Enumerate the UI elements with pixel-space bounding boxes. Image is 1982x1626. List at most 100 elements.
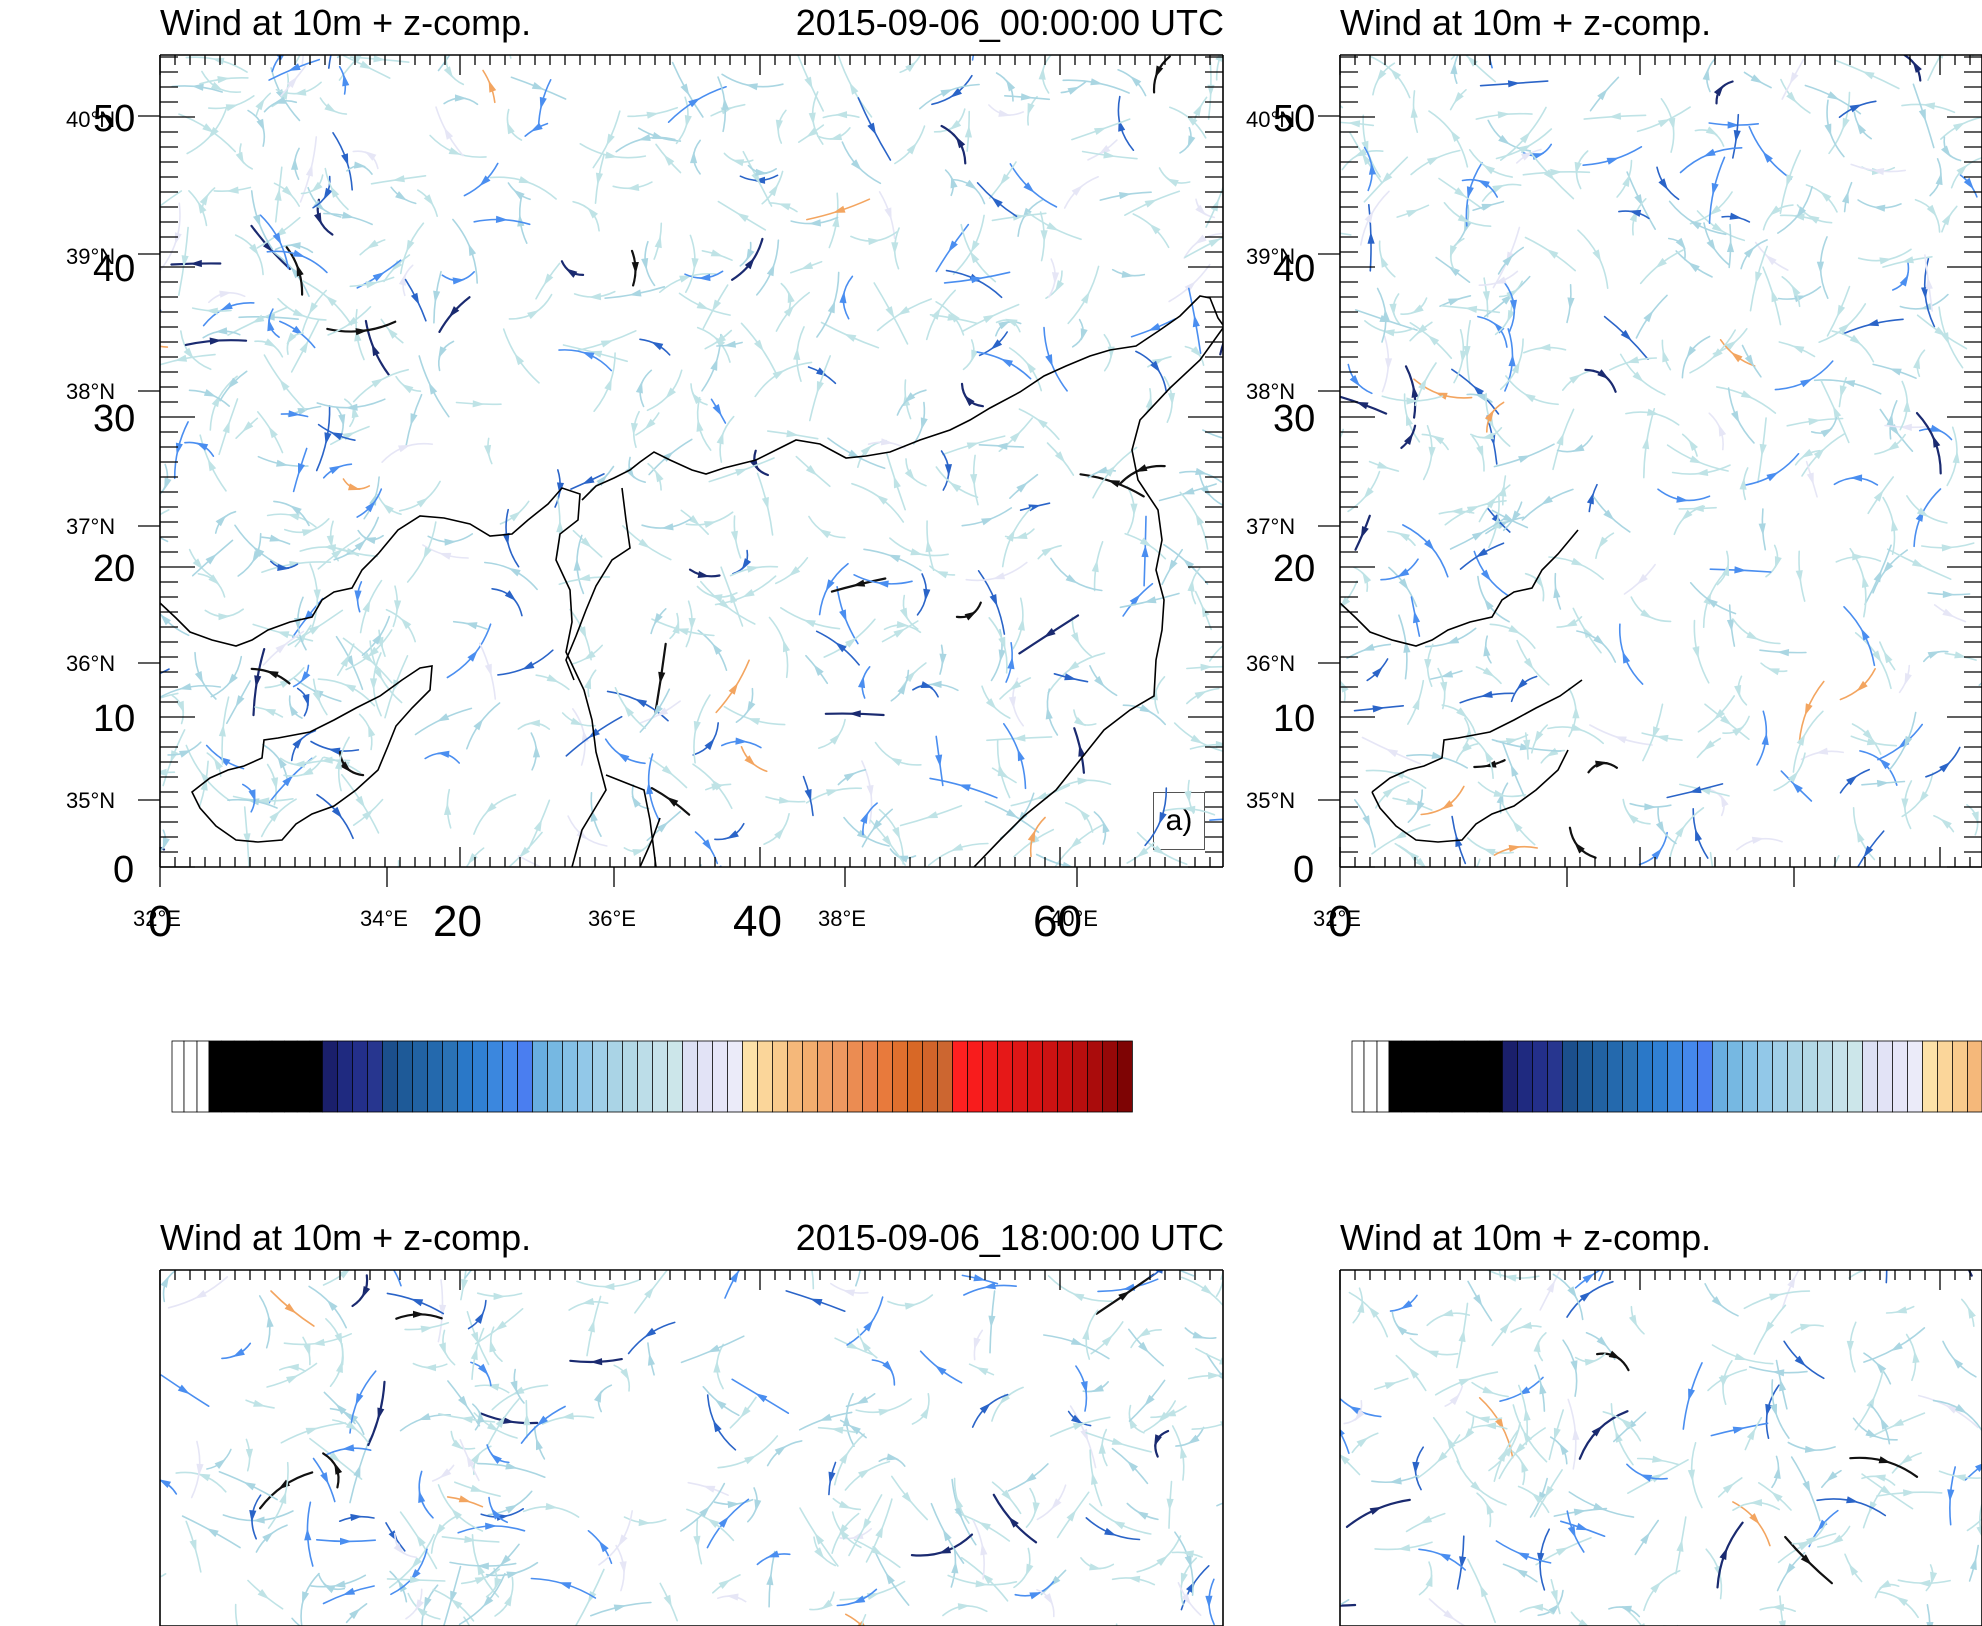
streamline <box>1441 704 1477 734</box>
colorbar-swatch <box>1862 1040 1878 1113</box>
streamline-arrow <box>1187 135 1196 148</box>
streamline-arrow <box>772 370 785 380</box>
streamline-arrow <box>950 843 964 851</box>
streamline-arrow <box>1145 395 1153 409</box>
streamline <box>1047 652 1106 694</box>
streamline <box>1345 1498 1411 1528</box>
streamline-arrow <box>287 76 298 88</box>
streamline <box>1748 126 1792 180</box>
streamline-arrow <box>816 381 824 394</box>
lat-label: 40°N <box>1246 107 1296 132</box>
streamline-arrow <box>742 589 755 598</box>
streamline-arrow <box>436 713 450 722</box>
streamline-arrow <box>775 119 783 132</box>
streamline-arrow <box>632 849 645 856</box>
streamline <box>1566 1280 1614 1318</box>
streamline <box>160 846 166 851</box>
streamline <box>1009 163 1058 208</box>
streamline-arrow <box>663 1594 672 1608</box>
streamline-arrow <box>730 530 738 544</box>
streamline-arrow <box>991 197 1003 208</box>
streamline-arrow <box>955 136 966 149</box>
streamline <box>1340 232 1352 236</box>
streamline-arrow <box>326 1299 338 1311</box>
streamline <box>590 1601 652 1617</box>
streamline <box>1852 807 1876 861</box>
streamline-arrow <box>242 421 254 433</box>
streamline-arrow <box>1168 392 1176 406</box>
streamline <box>483 1270 485 1271</box>
streamline-arrow <box>1482 164 1495 175</box>
panel-c-title-left: Wind at 10m + z-comp. <box>160 1217 532 1258</box>
streamline-arrow <box>1103 151 1116 159</box>
colorbar <box>1351 1040 1982 1113</box>
streamline <box>1704 1283 1739 1317</box>
streamline-arrow <box>245 1448 253 1461</box>
streamline-arrow <box>653 613 663 626</box>
colorbar-swatch <box>997 1040 1013 1113</box>
colorbar-swatch <box>817 1040 833 1113</box>
streamline-arrow <box>527 310 540 320</box>
streamline-arrow <box>661 523 674 531</box>
streamline-arrow <box>418 1413 431 1421</box>
streamline <box>1635 294 1668 339</box>
streamline-arrow <box>870 1546 883 1556</box>
streamline-arrow <box>1866 319 1879 327</box>
streamline <box>1839 768 1870 794</box>
streamline <box>1389 1294 1418 1312</box>
coastline <box>1340 529 1579 647</box>
streamline-arrow <box>1119 192 1132 200</box>
streamline-arrow <box>1553 1427 1561 1441</box>
streamline-arrow <box>950 175 958 189</box>
streamline <box>823 618 876 658</box>
streamline-arrow <box>654 235 662 249</box>
streamline-arrow <box>1873 489 1884 502</box>
streamline-arrow <box>1166 1498 1174 1511</box>
streamline-arrow <box>1104 1527 1117 1536</box>
streamline-arrow <box>170 750 179 763</box>
streamline-arrow <box>735 737 748 745</box>
streamline-arrow <box>920 681 934 688</box>
streamline-arrow <box>1856 830 1865 843</box>
streamline-arrow <box>1471 531 1485 541</box>
streamline <box>1780 78 1811 114</box>
streamline-arrow <box>1882 561 1894 574</box>
streamline <box>1642 703 1664 762</box>
streamline-arrow <box>1770 1403 1777 1417</box>
streamline-arrow <box>1586 492 1594 505</box>
streamline <box>1776 1551 1806 1592</box>
streamline-arrow <box>1620 329 1632 341</box>
streamline <box>1067 265 1100 325</box>
streamline <box>1619 353 1666 396</box>
streamline-arrow <box>690 873 702 881</box>
streamline-arrow <box>1382 308 1390 321</box>
streamline-arrow <box>755 1393 768 1403</box>
colorbar-swatch <box>1388 1040 1403 1113</box>
streamline-arrow <box>1788 771 1799 783</box>
streamline-arrow <box>1508 354 1516 367</box>
streamline-arrow <box>183 347 194 360</box>
streamline-arrow <box>885 1572 895 1585</box>
streamline-arrow <box>272 232 282 245</box>
streamline-arrow <box>939 653 947 666</box>
streamline-arrow <box>1208 238 1221 247</box>
streamline <box>1135 350 1168 394</box>
streamline-arrow <box>296 263 304 277</box>
streamline-arrow <box>1751 836 1765 844</box>
streamline-arrow <box>195 442 209 451</box>
streamline-arrow <box>1749 1513 1760 1525</box>
streamline-arrow <box>1773 1466 1781 1479</box>
streamline <box>1136 831 1188 865</box>
streamline-arrow <box>302 1591 310 1604</box>
streamline-arrow <box>444 802 452 815</box>
streamline-arrow <box>458 1495 472 1503</box>
streamline-arrow <box>808 1257 815 1270</box>
streamline <box>811 1270 815 1290</box>
streamline-arrow <box>1646 408 1660 416</box>
streamline-arrow <box>1691 504 1704 512</box>
streamline-arrow <box>1765 254 1777 266</box>
streamline-arrow <box>473 718 484 731</box>
panel-c-title-right: 2015-09-06_18:00:00 UTC <box>795 1217 1224 1258</box>
streamline-arrow <box>754 1499 762 1512</box>
streamline-arrow <box>860 811 869 824</box>
